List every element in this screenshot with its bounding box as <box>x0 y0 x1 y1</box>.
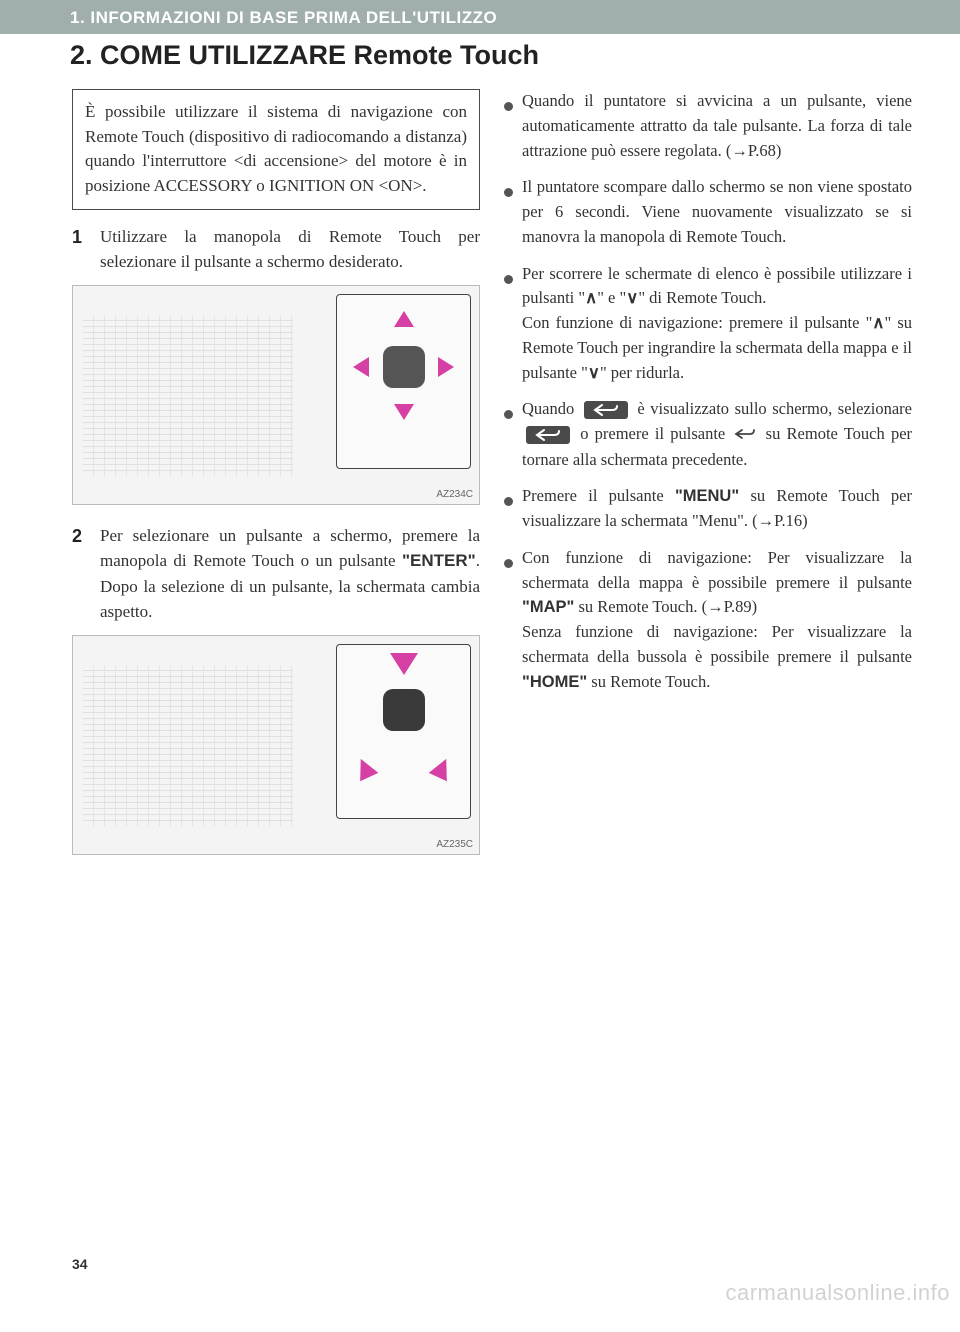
step-text: Per selezionare un pulsante a schermo, p… <box>100 523 480 625</box>
right-column: Quando il puntatore si avvicina a un pul… <box>504 89 912 873</box>
map-label: "MAP" <box>522 598 574 616</box>
chevron-up-icon: ∧ <box>872 314 884 332</box>
bullet-item: Quando il puntatore si avvicina a un pul… <box>504 89 912 163</box>
arrow-side-icon <box>429 754 456 781</box>
back-arrow-icon <box>734 423 756 448</box>
bullet-icon <box>504 484 514 534</box>
bullet-item: Con funzione di navigazione: Per visuali… <box>504 546 912 695</box>
chevron-down-icon: ∨ <box>626 289 638 307</box>
intro-text: È possibile utilizzare il sistema di nav… <box>85 102 467 195</box>
arrow-press-icon <box>390 653 418 675</box>
chevron-down-icon: ∨ <box>588 364 600 382</box>
joystick-icon <box>383 346 425 388</box>
section-label: 1. INFORMAZIONI DI BASE PRIMA DELL'UTILI… <box>70 8 497 27</box>
bullet-icon <box>504 175 514 249</box>
figure-caption: AZ235C <box>436 839 473 850</box>
content-columns: È possibile utilizzare il sistema di nav… <box>0 89 960 873</box>
bullet-item: Premere il pulsante "MENU" su Remote Tou… <box>504 484 912 534</box>
bullet-icon <box>504 262 514 386</box>
figure-1: AZ234C <box>72 285 480 505</box>
intro-box: È possibile utilizzare il sistema di nav… <box>72 89 480 210</box>
left-column: È possibile utilizzare il sistema di nav… <box>72 89 480 873</box>
watermark: carmanualsonline.info <box>725 1280 950 1306</box>
home-label: "HOME" <box>522 673 587 691</box>
joystick-icon <box>383 689 425 731</box>
step-text: Utilizzare la manopola di Remote Touch p… <box>100 224 480 275</box>
bullet-item: Quando è visualizzato sullo schermo, sel… <box>504 397 912 472</box>
bullet-text: Premere il pulsante "MENU" su Remote Tou… <box>522 484 912 534</box>
arrow-right-icon <box>438 357 454 377</box>
bullet-text: Per scorrere le schermate di elenco è po… <box>522 262 912 386</box>
step-2: 2 Per selezionare un pulsante a schermo,… <box>72 523 480 625</box>
chevron-up-icon: ∧ <box>585 289 597 307</box>
bullet-text: Con funzione di navigazione: Per visuali… <box>522 546 912 695</box>
page-title: 2. COME UTILIZZARE Remote Touch <box>0 34 960 89</box>
step-number: 1 <box>72 224 86 275</box>
arrow-down-icon <box>394 404 414 420</box>
bullet-text: Quando il puntatore si avvicina a un pul… <box>522 89 912 163</box>
arrow-left-icon <box>353 357 369 377</box>
back-button-icon <box>526 426 570 444</box>
bullet-icon <box>504 397 514 472</box>
menu-label: "MENU" <box>675 487 739 505</box>
enter-label: "ENTER" <box>402 551 476 570</box>
section-header: 1. INFORMAZIONI DI BASE PRIMA DELL'UTILI… <box>0 0 960 34</box>
bullet-text: Il puntatore scompare dallo schermo se n… <box>522 175 912 249</box>
bullet-icon <box>504 89 514 163</box>
step-1: 1 Utilizzare la manopola di Remote Touch… <box>72 224 480 275</box>
dashboard-illustration <box>83 666 293 826</box>
bullet-item: Per scorrere le schermate di elenco è po… <box>504 262 912 386</box>
figure-inset <box>336 294 471 469</box>
page-number: 34 <box>72 1256 88 1272</box>
back-button-icon <box>584 401 628 419</box>
figure-2: AZ235C <box>72 635 480 855</box>
bullet-icon <box>504 546 514 695</box>
arrow-side-icon <box>352 754 379 781</box>
step-number: 2 <box>72 523 86 625</box>
figure-caption: AZ234C <box>436 489 473 500</box>
bullet-item: Il puntatore scompare dallo schermo se n… <box>504 175 912 249</box>
bullet-text: Quando è visualizzato sullo schermo, sel… <box>522 397 912 472</box>
figure-inset <box>336 644 471 819</box>
arrow-up-icon <box>394 311 414 327</box>
dashboard-illustration <box>83 316 293 476</box>
